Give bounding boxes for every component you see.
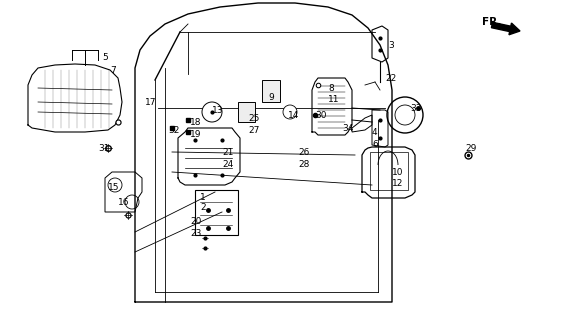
Text: 1: 1 bbox=[200, 194, 206, 203]
Text: 17: 17 bbox=[145, 98, 157, 107]
Polygon shape bbox=[262, 80, 280, 102]
Text: 12: 12 bbox=[392, 180, 403, 188]
Text: 27: 27 bbox=[248, 125, 260, 134]
Text: 7: 7 bbox=[110, 66, 116, 75]
Text: 9: 9 bbox=[268, 93, 274, 102]
Text: 31: 31 bbox=[98, 143, 109, 153]
Text: 19: 19 bbox=[190, 130, 201, 139]
Text: 2: 2 bbox=[200, 204, 205, 212]
Text: 26: 26 bbox=[298, 148, 310, 156]
Text: 15: 15 bbox=[108, 183, 119, 193]
Text: 24: 24 bbox=[222, 159, 233, 169]
Text: 5: 5 bbox=[102, 53, 108, 62]
Text: 3: 3 bbox=[388, 41, 394, 50]
Circle shape bbox=[202, 102, 222, 122]
Text: 30: 30 bbox=[315, 110, 327, 119]
Text: 14: 14 bbox=[288, 110, 299, 119]
Text: 25: 25 bbox=[248, 114, 260, 123]
Circle shape bbox=[283, 105, 297, 119]
Text: 4: 4 bbox=[372, 127, 378, 137]
FancyArrow shape bbox=[491, 22, 520, 35]
Text: 11: 11 bbox=[328, 95, 339, 105]
Text: 22: 22 bbox=[385, 74, 396, 83]
Text: 8: 8 bbox=[328, 84, 333, 92]
Text: 29: 29 bbox=[465, 143, 477, 153]
Polygon shape bbox=[238, 102, 255, 122]
Text: 28: 28 bbox=[298, 159, 310, 169]
Text: 16: 16 bbox=[118, 197, 130, 206]
Text: 32: 32 bbox=[168, 125, 179, 134]
Text: 34: 34 bbox=[342, 124, 353, 132]
Text: 10: 10 bbox=[392, 167, 403, 177]
Text: 21: 21 bbox=[222, 148, 233, 156]
Text: 13: 13 bbox=[212, 106, 223, 115]
Text: 6: 6 bbox=[372, 140, 378, 148]
Text: 33: 33 bbox=[410, 103, 421, 113]
Text: 23: 23 bbox=[190, 229, 201, 238]
Text: 20: 20 bbox=[190, 218, 201, 227]
Text: FR.: FR. bbox=[482, 17, 501, 27]
Text: 18: 18 bbox=[190, 117, 201, 126]
